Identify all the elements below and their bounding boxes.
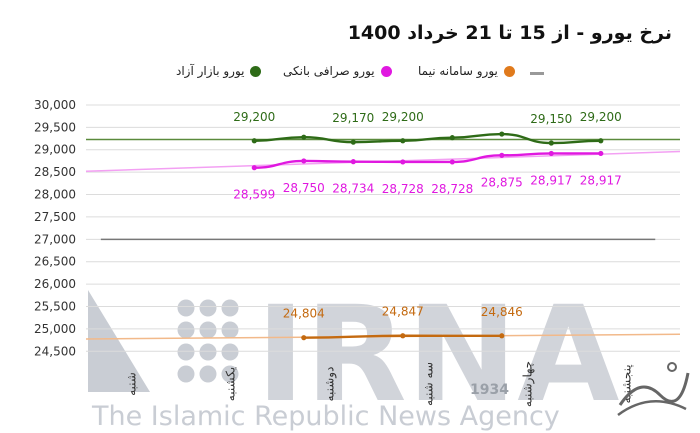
data-point (598, 138, 604, 144)
chart-series (251, 131, 604, 341)
y-tick-label: 27,500 (34, 210, 76, 224)
watermark-tagline: The Islamic Republic News Agency (91, 401, 560, 432)
data-label: 28,728 (431, 182, 473, 196)
data-point (301, 134, 307, 140)
x-tick-label: یکشنبه (224, 367, 238, 401)
y-axis: 24,500 25,000 25,500 26,000 26,500 27,000 27,5… (34, 98, 76, 358)
series-line (254, 152, 601, 169)
y-tick-label: 26,000 (34, 277, 76, 291)
data-point (499, 152, 505, 158)
watermark-emblem-dot (177, 299, 195, 317)
data-label: 24,847 (382, 305, 424, 319)
y-tick-label: 26,500 (34, 255, 76, 269)
legend-swatch-reference-line (530, 72, 544, 75)
data-point (350, 159, 356, 165)
x-tick-label: سه شنبه (422, 362, 436, 406)
legend-item-bank-exchange[interactable]: یورو صرافی بانکی (283, 64, 392, 78)
y-tick-label: 30,000 (34, 98, 76, 112)
chart-legend: یورو بازار آزاد یورو صرافی بانکی یورو سا… (0, 64, 700, 84)
legend-swatch-nima (503, 65, 515, 77)
y-tick-label: 29,500 (34, 120, 76, 134)
watermark-emblem-dot (221, 365, 239, 383)
watermark-year: 1934 (470, 382, 509, 398)
legend-swatch-free-market (250, 65, 262, 77)
data-label: 29,200 (382, 110, 424, 124)
y-tick-label: 25,000 (34, 322, 76, 336)
watermark-emblem-dot (177, 321, 195, 339)
data-label: 29,200 (233, 110, 275, 124)
watermark-emblem-dot (221, 343, 239, 361)
data-point (598, 150, 604, 157)
watermark-emblem-dot (199, 299, 217, 317)
data-label: 28,750 (283, 181, 325, 195)
x-tick-label: دوشنبه (323, 367, 338, 402)
legend-label-free-market: یورو بازار آزاد (176, 64, 245, 78)
legend-item-reference-line[interactable] (530, 72, 544, 75)
data-label: 28,917 (530, 173, 572, 187)
data-point (499, 131, 505, 137)
news-logo (617, 362, 690, 417)
watermark-emblem-dot (199, 321, 217, 339)
y-tick-label: 24,500 (34, 344, 76, 358)
legend-swatch-bank-exchange (380, 65, 392, 77)
data-label: 28,875 (481, 175, 523, 189)
legend-label-nima: یورو سامانه نیما (418, 64, 498, 78)
data-label: 28,917 (580, 173, 622, 187)
legend-item-nima[interactable]: یورو سامانه نیما (418, 64, 515, 78)
data-label: 29,170 (332, 111, 374, 125)
data-point (499, 333, 505, 339)
data-label: 24,846 (481, 305, 523, 319)
data-point (548, 150, 554, 157)
chart-title: نرخ یورو - از 15 تا 21 خرداد 1400 (347, 22, 672, 44)
data-point (251, 165, 257, 171)
legend-label-bank-exchange: یورو صرافی بانکی (283, 64, 375, 78)
data-point (251, 138, 257, 144)
data-label: 28,728 (382, 182, 424, 196)
legend-item-free-market[interactable]: یورو بازار آزاد (176, 64, 262, 78)
x-tick-label: چهارشنبه (521, 361, 536, 407)
data-labels: 29,200 29,170 29,200 29,150 29,200 28,599 28,7… (233, 110, 621, 321)
data-label: 24,804 (283, 307, 325, 321)
x-axis: شنبه یکشنبه دوشنبه سه شنبه چهارشنبه پنجشنبه (125, 361, 634, 407)
watermark-emblem-dot (199, 343, 217, 361)
data-label: 28,734 (332, 182, 374, 196)
x-tick-label: شنبه (125, 372, 139, 396)
y-tick-label: 29,000 (34, 143, 76, 157)
y-tick-label: 28,500 (34, 165, 76, 179)
data-point (400, 333, 406, 339)
data-label: 29,200 (580, 110, 622, 124)
data-point (350, 139, 356, 145)
data-label: 29,150 (530, 112, 572, 126)
series-line (254, 132, 601, 145)
data-point (301, 335, 307, 341)
data-point (449, 159, 455, 165)
watermark-brand: IRNA (256, 278, 619, 432)
data-point (548, 140, 554, 146)
y-tick-label: 25,500 (34, 299, 76, 313)
watermark-emblem-dot (221, 299, 239, 317)
watermark-emblem-dot (199, 365, 217, 383)
data-point (449, 135, 455, 141)
y-tick-label: 28,000 (34, 188, 76, 202)
data-point (301, 158, 307, 164)
watermark-emblem-dot (177, 365, 195, 383)
y-tick-label: 27,000 (34, 232, 76, 246)
watermark-emblem-dot (221, 321, 239, 339)
watermark-emblem-shape (88, 290, 150, 392)
data-label: 28,599 (233, 188, 275, 202)
data-point (400, 138, 406, 144)
watermark-emblem-dot (177, 343, 195, 361)
data-point (400, 159, 406, 165)
